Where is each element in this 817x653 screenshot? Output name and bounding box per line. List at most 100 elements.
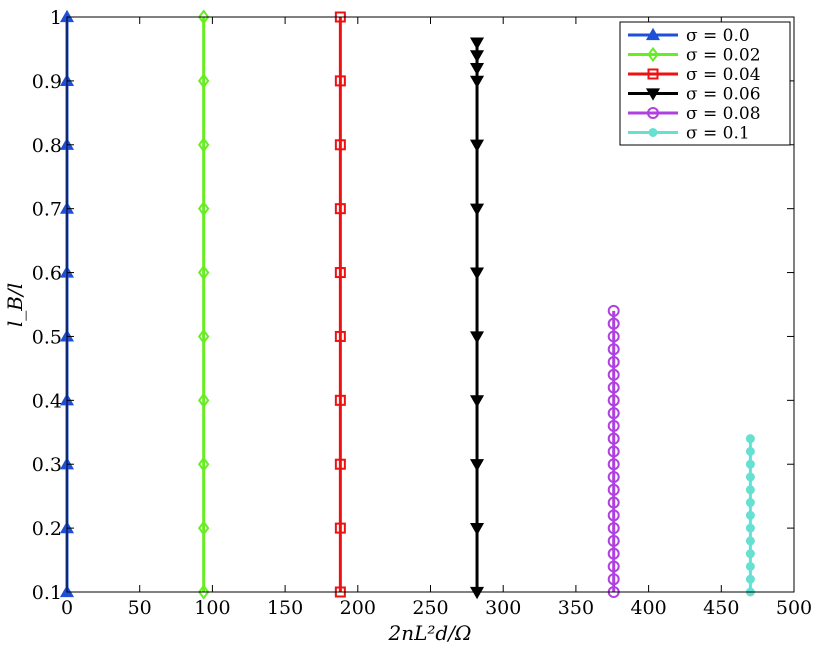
- data-point: [197, 264, 210, 281]
- data-point: [607, 509, 620, 522]
- data-point: [197, 392, 210, 409]
- data-point: [607, 483, 620, 496]
- data-point: [334, 394, 346, 406]
- x-tick-label: 400: [630, 597, 666, 619]
- data-point: [469, 395, 485, 408]
- series-1: [197, 9, 210, 600]
- series-2: [334, 11, 346, 598]
- legend-entry: σ = 0.04: [628, 65, 761, 85]
- data-point: [469, 63, 485, 76]
- data-point: [745, 549, 755, 559]
- x-tick-label: 100: [194, 597, 230, 619]
- series-4: [607, 304, 620, 598]
- data-point: [607, 317, 620, 330]
- data-point: [334, 458, 346, 470]
- x-tick-label: 450: [703, 597, 739, 619]
- data-point: [607, 522, 620, 535]
- data-point: [607, 445, 620, 458]
- data-point: [745, 510, 755, 520]
- data-point: [745, 459, 755, 469]
- data-point: [607, 304, 620, 317]
- data-point: [607, 381, 620, 394]
- data-point: [745, 498, 755, 508]
- data-point: [745, 523, 755, 533]
- data-point: [334, 522, 346, 534]
- y-tick-label: 0.6: [32, 263, 62, 285]
- x-axis-label: 2nL²d/Ω: [387, 621, 471, 645]
- data-point: [469, 139, 485, 152]
- data-point: [745, 446, 755, 456]
- series-layer: [59, 9, 755, 600]
- y-tick-label: 0.4: [32, 390, 62, 412]
- data-point: [334, 203, 346, 215]
- x-tick-label: 350: [558, 597, 594, 619]
- x-tick-label: 200: [340, 597, 376, 619]
- legend-entry: σ = 0.0: [628, 26, 750, 46]
- data-point: [607, 471, 620, 483]
- legend-label: σ = 0.04: [686, 65, 761, 85]
- data-point: [645, 88, 661, 101]
- data-point: [197, 73, 210, 89]
- data-point: [645, 27, 661, 41]
- legend-label: σ = 0.02: [686, 46, 761, 66]
- data-point: [197, 9, 210, 25]
- data-point: [607, 534, 620, 547]
- x-tick-label: 0: [61, 597, 73, 619]
- legend-label: σ = 0.0: [686, 26, 750, 46]
- data-point: [469, 75, 485, 89]
- data-point: [647, 107, 659, 119]
- data-point: [607, 330, 620, 343]
- data-point: [648, 128, 658, 137]
- data-point: [469, 203, 485, 216]
- data-point: [197, 137, 210, 153]
- data-point: [334, 267, 346, 279]
- data-point: [607, 458, 620, 471]
- data-point: [607, 573, 620, 586]
- legend-entry: σ = 0.1: [628, 124, 750, 144]
- data-point: [647, 46, 659, 63]
- data-point: [607, 419, 620, 432]
- data-point: [607, 368, 620, 381]
- data-point: [745, 472, 755, 482]
- data-point: [334, 330, 346, 342]
- data-point: [197, 520, 210, 536]
- data-point: [745, 485, 755, 495]
- x-tick-label: 300: [485, 597, 521, 619]
- legend-entry: σ = 0.08: [628, 104, 761, 124]
- series-5: [745, 434, 755, 597]
- data-point: [334, 139, 346, 151]
- y-tick-label: 0.7: [32, 199, 62, 221]
- data-point: [197, 201, 210, 217]
- legend-label: σ = 0.08: [686, 104, 761, 124]
- data-point: [469, 331, 485, 344]
- data-point: [197, 584, 210, 600]
- data-point: [469, 267, 485, 280]
- y-tick-label: 0.9: [32, 71, 62, 93]
- legend: σ = 0.0σ = 0.02σ = 0.04σ = 0.06σ = 0.08σ…: [619, 21, 791, 146]
- x-tick-label: 250: [412, 597, 448, 619]
- x-tick-label: 50: [128, 597, 152, 619]
- y-tick-label: 0.3: [32, 454, 62, 476]
- y-tick-label: 1: [50, 7, 62, 29]
- data-point: [607, 547, 620, 560]
- data-point: [197, 456, 210, 472]
- data-point: [607, 432, 620, 445]
- data-point: [745, 574, 755, 584]
- data-point: [745, 561, 755, 571]
- data-point: [469, 50, 485, 63]
- data-point: [469, 523, 485, 536]
- data-point: [607, 394, 620, 407]
- data-point: [607, 496, 620, 509]
- data-point: [607, 407, 620, 420]
- data-point: [607, 356, 620, 368]
- legend-box: [619, 21, 791, 146]
- legend-entry: σ = 0.02: [628, 46, 761, 66]
- data-point: [334, 75, 346, 87]
- data-point: [469, 586, 485, 600]
- data-point: [607, 343, 620, 356]
- y-tick-label: 0.8: [32, 135, 62, 157]
- x-tick-label: 150: [267, 597, 303, 619]
- data-point: [745, 434, 755, 444]
- y-axis-label: l_B/l: [3, 283, 27, 327]
